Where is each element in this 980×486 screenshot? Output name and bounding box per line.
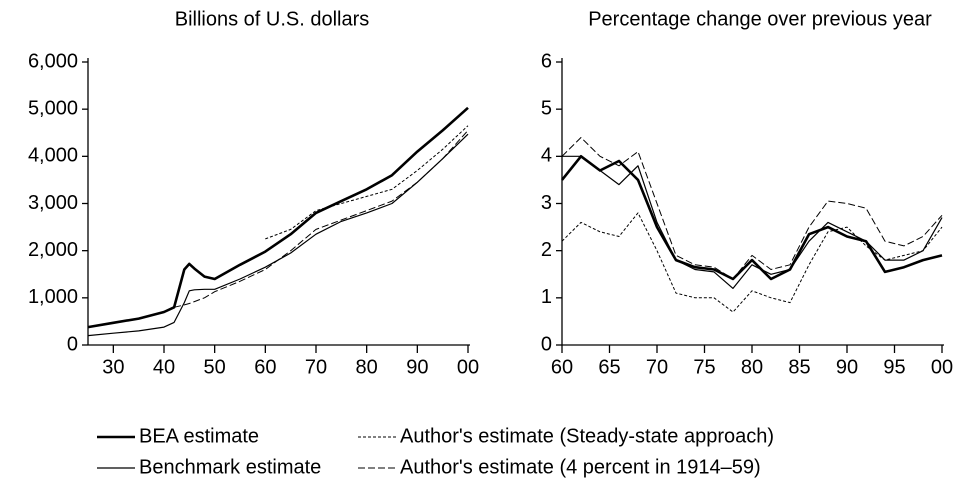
legend-label: Benchmark estimate <box>139 456 321 478</box>
x-tick-label: 30 <box>102 356 124 378</box>
series-line <box>561 212 943 313</box>
x-tick-label: 00 <box>931 356 953 378</box>
series-line <box>265 125 469 240</box>
x-tick-label: 60 <box>551 356 573 378</box>
x-tick-label: 90 <box>406 356 428 378</box>
legend-label: Author's estimate (Steady-state approach… <box>400 425 774 447</box>
y-tick-label: 6,000 <box>28 50 78 72</box>
x-tick-label: 95 <box>883 356 905 378</box>
series-line <box>87 106 469 329</box>
x-tick-label: 70 <box>305 356 327 378</box>
y-tick-label: 4,000 <box>28 145 78 167</box>
y-tick-label: 2 <box>541 239 552 261</box>
x-tick-label: 70 <box>646 356 668 378</box>
x-tick-label: 40 <box>153 356 175 378</box>
series-line <box>561 137 943 280</box>
x-tick-label: 50 <box>204 356 226 378</box>
y-tick-label: 2,000 <box>28 239 78 261</box>
x-tick-label: 80 <box>741 356 763 378</box>
y-tick-label: 5 <box>541 97 552 119</box>
legend-label: BEA estimate <box>139 425 259 447</box>
series-line <box>173 130 469 308</box>
x-tick-label: 65 <box>598 356 620 378</box>
y-tick-label: 6 <box>541 50 552 72</box>
x-tick-label: 80 <box>356 356 378 378</box>
series-line <box>562 155 943 289</box>
y-tick-label: 3 <box>541 192 552 214</box>
y-tick-label: 1,000 <box>28 286 78 308</box>
y-tick-label: 3,000 <box>28 192 78 214</box>
legend-label: Author's estimate (4 percent in 1914–59) <box>400 456 761 478</box>
series-line <box>87 133 469 337</box>
x-tick-label: 90 <box>836 356 858 378</box>
y-tick-label: 4 <box>541 145 552 167</box>
x-tick-label: 60 <box>254 356 276 378</box>
y-tick-label: 1 <box>541 286 552 308</box>
chart-title: Percentage change over previous year <box>588 8 932 30</box>
chart-title: Billions of U.S. dollars <box>175 8 370 30</box>
y-tick-label: 0 <box>541 333 552 355</box>
x-tick-label: 00 <box>457 356 479 378</box>
y-tick-label: 5,000 <box>28 97 78 119</box>
series-line <box>560 155 943 281</box>
x-tick-label: 85 <box>788 356 810 378</box>
x-tick-label: 75 <box>693 356 715 378</box>
y-tick-label: 0 <box>67 333 78 355</box>
